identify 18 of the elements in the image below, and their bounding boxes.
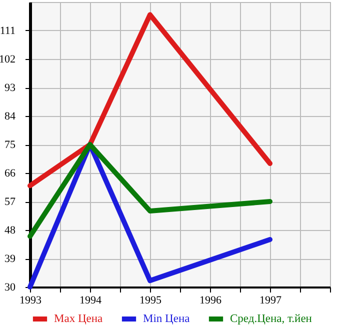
y-tick-label: 102 xyxy=(0,54,16,66)
y-tick-label: 48 xyxy=(4,224,16,236)
y-tick-label: 57 xyxy=(4,196,16,208)
y-tick-label: 84 xyxy=(4,110,16,122)
y-tick-label: 111 xyxy=(0,25,16,37)
x-tick-label: 1996 xyxy=(200,294,222,306)
x-tick-label: 1995 xyxy=(140,294,162,306)
x-tick-label: 1997 xyxy=(260,294,282,306)
y-tick-label: 66 xyxy=(4,168,16,180)
legend-label: Min Цена xyxy=(143,313,190,325)
legend-label: Max Цена xyxy=(54,313,103,325)
y-tick-label: 30 xyxy=(4,282,16,294)
legend-label: Сред.Цена, т.йен xyxy=(230,313,312,325)
x-tick-label: 1994 xyxy=(80,294,102,306)
y-tick-label: 39 xyxy=(4,253,16,265)
y-tick-label: 75 xyxy=(4,139,16,151)
y-tick-label: 93 xyxy=(4,82,16,94)
x-tick-label: 1993 xyxy=(20,294,42,306)
